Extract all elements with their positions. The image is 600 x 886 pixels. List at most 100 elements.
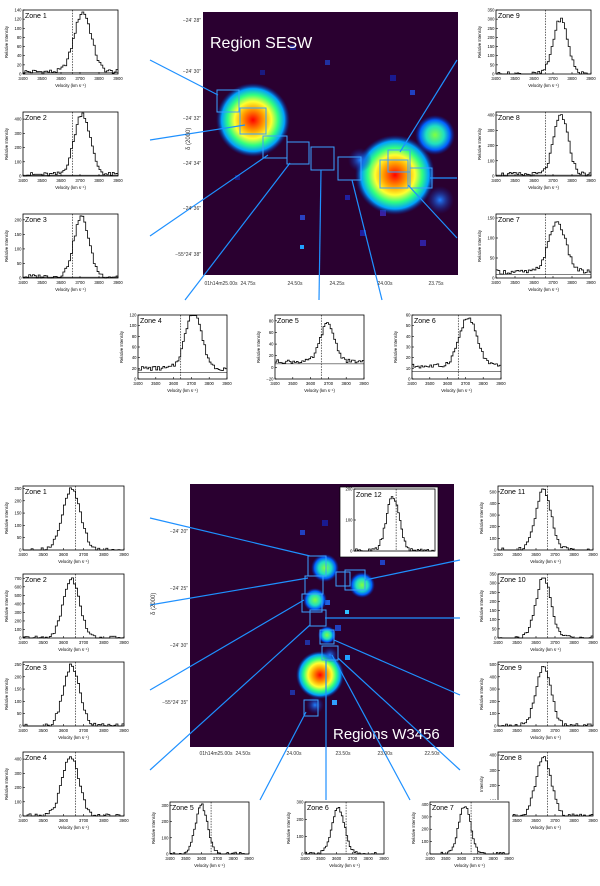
y-tick-label: 100 — [15, 159, 23, 164]
x-tick-label: 3500 — [510, 76, 520, 81]
y-tick-label: 100 — [15, 699, 23, 704]
y-tick-label: 40 — [269, 342, 274, 347]
y-tick-label: 0 — [350, 549, 353, 554]
y-tick-label: 200 — [422, 827, 430, 832]
x-tick-label: 3900 — [586, 280, 596, 285]
zone-label: Zone 7 — [498, 217, 520, 224]
y-tick-label: 100 — [488, 53, 496, 58]
x-tick-label: 3500 — [510, 280, 520, 285]
y-tick-label: 300 — [490, 687, 498, 692]
x-tick-label: 3600 — [59, 640, 69, 645]
x-tick-label: 3700 — [187, 381, 197, 386]
y-tick-label: 400 — [490, 674, 498, 679]
y-tick-label: 100 — [15, 523, 23, 528]
zone-label: Zone 9 — [498, 13, 520, 20]
dec-tick-label: −24′ 30″ — [183, 69, 201, 75]
plot-frame — [22, 751, 125, 817]
x-axis-label: Velocity (km s⁻¹) — [530, 735, 561, 740]
y-tick-label: 0 — [19, 276, 22, 281]
y-tick-label: 30 — [406, 345, 411, 350]
emission-region-sesw-east — [355, 135, 435, 215]
x-tick-label: 3700 — [79, 728, 89, 733]
y-tick-label: 400 — [488, 113, 496, 118]
y-tick-label: 0 — [19, 72, 22, 77]
spectrum-panel-zone-4: 0 20 40 60 80 100 120 3400 3500 3600 3700 3800 3900 V… — [118, 313, 232, 393]
y-tick-label: 200 — [15, 498, 23, 503]
y-tick-label: 200 — [297, 817, 305, 822]
y-tick-label: 150 — [15, 511, 23, 516]
spectrum-line — [496, 114, 591, 177]
ra-tick-label: 23.50s — [335, 751, 351, 757]
ra-tick-label: 24.50s — [287, 281, 303, 287]
x-tick-label: 3700 — [461, 381, 471, 386]
zone-label: Zone 11 — [500, 489, 525, 496]
x-tick-label: 3800 — [229, 856, 239, 861]
x-tick-label: 3800 — [567, 280, 577, 285]
map-w3456-ra-axis: 01h14m25.00s 24.50s 24.00s 23.50s 23.00s 22.5… — [199, 751, 440, 757]
x-tick-label: 3500 — [39, 552, 49, 557]
x-tick-label: 3400 — [493, 552, 503, 557]
y-tick-label: 0 — [271, 365, 274, 370]
x-tick-label: 3700 — [550, 552, 560, 557]
y-tick-label: 80 — [132, 334, 137, 339]
x-tick-label: 3500 — [512, 552, 522, 557]
x-tick-label: 3500 — [512, 818, 522, 823]
spectrum-line — [170, 803, 249, 855]
spectrum-line — [498, 665, 593, 727]
map-sesw-zone-boxes — [216, 89, 433, 189]
x-axis-label: Velocity (km s⁻¹) — [454, 863, 485, 868]
x-tick-label: 3900 — [113, 280, 123, 285]
x-tick-label: 3500 — [37, 76, 47, 81]
x-tick-label: 3800 — [479, 381, 489, 386]
spectrum-line — [138, 315, 227, 371]
ra-tick-label: 01h14m25.00s — [204, 281, 238, 287]
zone-label: Zone 1 — [25, 489, 47, 496]
spectrum-panel-zone-8: 0 100 200 300 400 3400 3500 3600 3700 3800 3900 Vel… — [476, 110, 596, 190]
x-tick-label: 3800 — [99, 552, 109, 557]
dec-tick-label: −24′ 25″ — [170, 586, 188, 592]
x-tick-label: 3800 — [99, 640, 109, 645]
spectrum-panel-zone-1: 0 50 100 150 200 250 3400 3500 3600 3700 3800 3900 V… — [3, 484, 129, 564]
spectrum-line — [496, 221, 591, 275]
map-sesw-title: Region SESW — [210, 35, 313, 52]
y-tick-label: 60 — [17, 44, 22, 49]
x-tick-label: 3500 — [37, 280, 47, 285]
x-tick-label: 3500 — [181, 856, 191, 861]
y-tick-label: 40 — [406, 334, 411, 339]
y-tick-label: 200 — [488, 143, 496, 148]
y-tick-label: 80 — [269, 318, 274, 323]
y-tick-label: 0 — [494, 548, 497, 553]
plot-frame — [429, 801, 510, 855]
y-tick-label: 300 — [15, 131, 23, 136]
y-tick-label: 150 — [488, 44, 496, 49]
x-tick-label: 3800 — [569, 818, 579, 823]
y-tick-label: 700 — [15, 576, 23, 581]
spectrum-line — [23, 112, 118, 177]
spectrum-panel-zone-9: 0 100 200 300 400 500 3400 3500 3600 3700 3800 3900… — [478, 660, 598, 740]
x-axis-label: Velocity (km s⁻¹) — [55, 83, 86, 88]
x-tick-label: 3400 — [18, 178, 28, 183]
y-tick-label: 100 — [488, 236, 496, 241]
y-tick-label: 0 — [494, 724, 497, 729]
x-tick-label: 3800 — [567, 178, 577, 183]
x-tick-label: 3800 — [364, 856, 374, 861]
x-tick-label: 3800 — [94, 178, 104, 183]
y-axis-label: Relative Intensity — [4, 589, 9, 622]
y-tick-label: 50 — [17, 535, 22, 540]
x-tick-label: 3500 — [37, 178, 47, 183]
plot-frame — [22, 485, 125, 551]
x-tick-label: 3900 — [496, 381, 506, 386]
y-tick-label: 0 — [19, 814, 22, 819]
map-w3456-title: Regions W3456 — [333, 726, 440, 743]
x-tick-label: 3900 — [359, 381, 369, 386]
x-tick-label: 3400 — [493, 640, 503, 645]
spectrum-panel-zone-10: 0 50 100 150 200 250 300 350 3400 3500 3600 3700 380… — [478, 572, 598, 652]
x-tick-label: 3600 — [531, 640, 541, 645]
y-tick-label: 400 — [15, 757, 23, 762]
y-tick-label: 250 — [15, 662, 23, 667]
y-tick-label: 300 — [297, 800, 305, 805]
y-tick-label: 0 — [492, 72, 495, 77]
plot-frame — [495, 9, 592, 75]
y-tick-label: 200 — [15, 618, 23, 623]
